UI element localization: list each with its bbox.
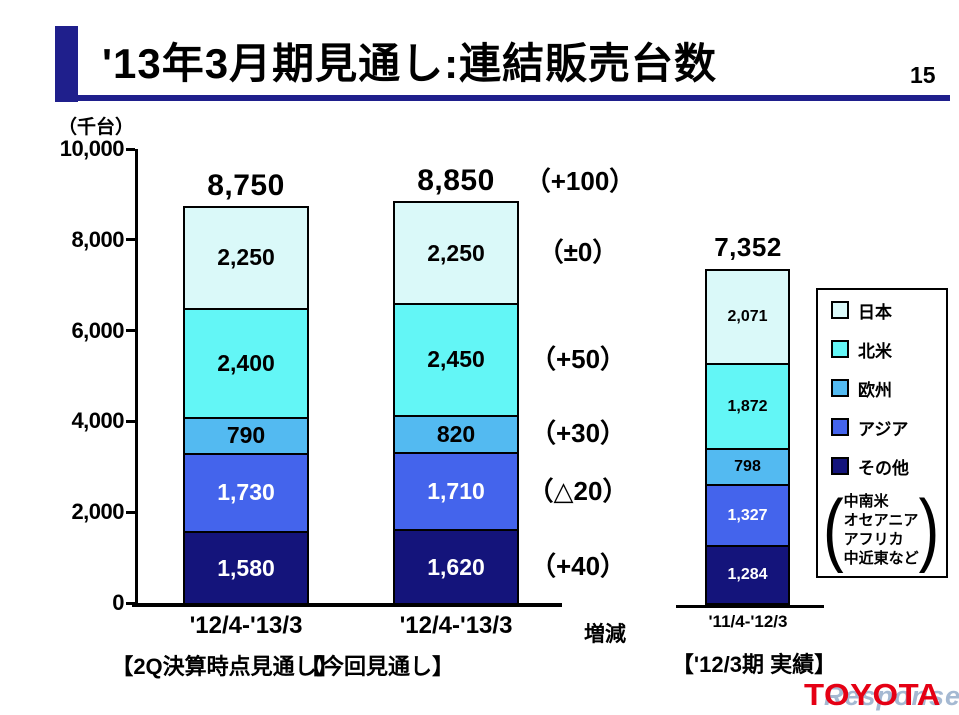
note-open-paren: ( [823,484,844,575]
y-tick-label: 0 [112,590,124,615]
segment-value-label: 2,250 [427,239,485,266]
y-tick-label: 8,000 [71,226,124,252]
page-number: 15 [910,62,936,88]
bar-segment: 1,580 [184,532,308,604]
y-tick-mark [126,147,135,151]
bar2-caption: 【今回見通し】 [299,654,455,679]
legend-label: アジア [858,419,909,439]
segment-change-label: （+40） [529,551,627,582]
y-axis-unit-label: （千台） [58,117,135,138]
legend: 日本北米欧州アジアその他 (中南米オセアニアアフリカ中近東など) [816,288,948,578]
note-close-paren: ) [918,484,940,575]
y-tick-mark [126,238,135,242]
segment-value-label: 1,710 [427,478,485,505]
x-axis-label: '11/4-'12/3 [708,612,788,631]
segment-change-label: （△20） [527,475,629,506]
legend-item: 欧州 [831,379,942,400]
legend-note: (中南米オセアニアアフリカ中近東など) [823,485,942,575]
bar-segment: 2,450 [394,304,518,416]
bar-segment: 790 [184,417,308,454]
bar-segment: 2,071 [706,270,789,365]
segment-value-label: 1,327 [727,506,768,524]
x-axis-label: '12/4-'13/3 [189,612,303,639]
legend-label: 北米 [858,341,892,361]
stacked-bar: 2,250 2,400 790 1,730 1,580 [183,205,309,605]
segment-change-label: （+30） [529,418,627,449]
total-change-label: （+100） [524,166,636,197]
legend-swatch [831,379,849,397]
legend-swatch [831,301,849,319]
segment-change-label: （+50） [529,343,627,374]
segment-change-label: （±0） [537,237,619,268]
legend-note-line: アフリカ [843,531,904,548]
legend-item: 北米 [831,340,942,361]
bar-segment: 1,730 [184,453,308,533]
bar-segment: 2,250 [184,206,308,309]
y-tick-mark [126,329,135,333]
legend-note-line: 中南米 [843,493,889,510]
segment-value-label: 1,872 [727,397,768,415]
segment-value-label: 2,400 [217,349,275,376]
y-tick-label: 2,000 [71,499,124,525]
bar-segment: 820 [394,415,518,453]
bar-segment: 1,710 [394,452,518,531]
bar-segment: 1,284 [706,545,789,604]
stacked-bar: 2,071 1,872 798 1,327 1,284 [705,269,790,605]
bar-total-label: 8,850 [417,164,495,198]
legend-label: 日本 [858,302,892,322]
title-accent-bar [55,26,78,102]
legend-item: その他 [831,457,942,478]
segment-value-label: 1,284 [727,565,768,583]
legend-label: その他 [858,458,909,478]
bar-total-label: 8,750 [207,168,285,202]
bar-segment: 798 [706,449,789,486]
page-title: '13年3月期見通し:連結販売台数 [102,40,718,87]
stacked-bar: 2,250 2,450 820 1,710 1,620 [393,201,519,605]
segment-value-label: 798 [734,458,761,476]
legend-item: 日本 [831,301,942,322]
segment-value-label: 2,071 [727,308,768,326]
y-tick-mark [126,601,135,605]
legend-note-lines: 中南米オセアニアアフリカ中近東など [844,492,919,568]
legend-swatch [831,340,849,358]
legend-swatch [831,418,849,436]
segment-value-label: 2,250 [217,244,275,271]
legend-note-line: オセアニア [843,512,919,529]
bar-segment: 1,872 [706,364,789,450]
x-axis-label: '12/4-'13/3 [399,612,513,639]
segment-value-label: 1,620 [427,553,485,580]
bar-segment: 1,620 [394,530,518,604]
legend-label: 欧州 [858,380,892,400]
x-axis-line-forecast [132,603,562,607]
y-tick-label: 6,000 [71,317,124,343]
segment-value-label: 1,730 [217,479,275,506]
legend-swatch [831,457,849,475]
bar-segment: 2,250 [394,202,518,305]
toyota-logo: TOYOTA [804,677,942,712]
y-tick-label: 10,000 [59,136,125,161]
segment-value-label: 790 [226,422,266,449]
title-underline [78,95,950,101]
segment-value-label: 1,580 [217,554,275,581]
bar1-caption: 【2Q決算時点見通し】 [111,654,339,679]
bar-segment: 1,327 [706,485,789,546]
legend-item: アジア [831,418,942,439]
bar-total-label: 7,352 [714,232,782,263]
bar-segment: 2,400 [184,308,308,418]
change-column-label: 増減 [584,623,626,646]
segment-value-label: 820 [436,420,476,447]
y-tick-label: 4,000 [71,408,124,434]
legend-note-line: 中近東など [843,550,919,567]
x-axis-line-actual [676,605,824,608]
y-tick-mark [126,419,135,423]
y-tick-mark [126,510,135,514]
bar3-caption: 【'12/3期 実績】 [671,652,837,677]
segment-value-label: 2,450 [427,346,485,373]
response-watermark: Response. [824,681,959,711]
y-axis-line [135,149,138,603]
